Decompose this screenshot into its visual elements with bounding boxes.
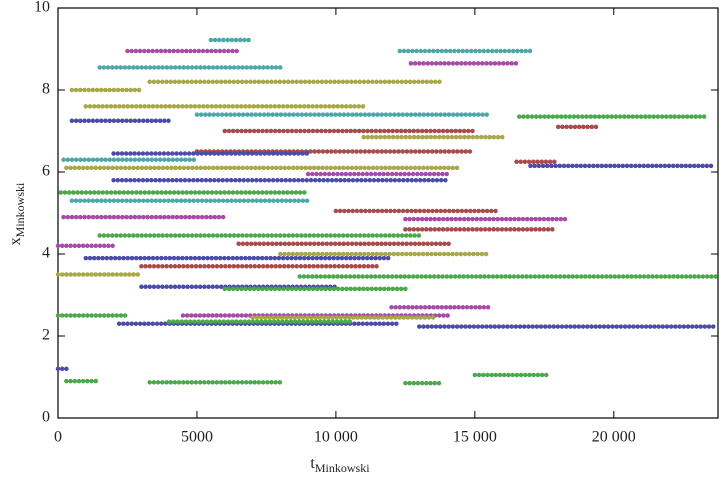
x-tick-label: 20 000 — [592, 429, 636, 446]
y-tick-label: 4 — [42, 245, 50, 262]
y-label-sub: Minkowski — [13, 182, 27, 237]
y-axis-label: xMinkowski — [7, 182, 27, 245]
y-tick-label: 6 — [42, 163, 50, 180]
x-tick-label: 15 000 — [453, 429, 497, 446]
x-label-sub: Minkowski — [315, 461, 370, 475]
y-tick-label: 2 — [42, 327, 50, 344]
y-tick-label: 10 — [34, 0, 50, 16]
x-tick-label: 10 000 — [314, 429, 358, 446]
x-axis-label: tMinkowski — [310, 455, 370, 475]
y-tick-label: 8 — [42, 81, 50, 98]
y-label-main: x — [7, 237, 24, 245]
y-tick-label: 0 — [42, 409, 50, 426]
x-tick-label: 5000 — [181, 429, 213, 446]
x-label-main: t — [310, 455, 315, 472]
plot-frame — [57, 7, 719, 419]
x-tick-label: 0 — [54, 429, 62, 446]
